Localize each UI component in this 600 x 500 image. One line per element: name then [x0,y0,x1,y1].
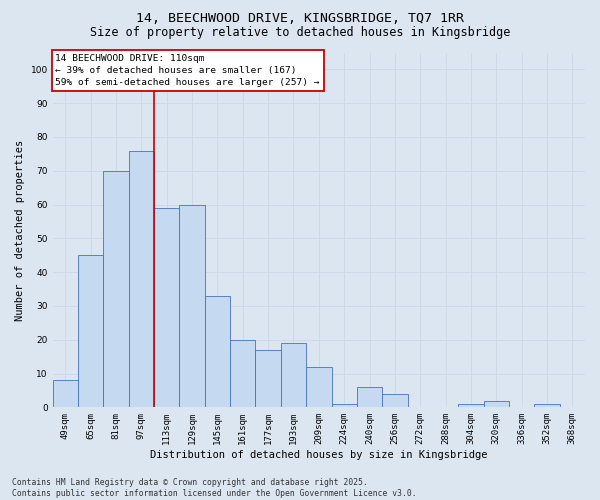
Bar [179,204,205,408]
Bar [332,404,357,407]
Bar [230,340,256,407]
Bar [129,150,154,408]
Text: Size of property relative to detached houses in Kingsbridge: Size of property relative to detached ho… [90,26,510,39]
Bar [78,256,103,408]
Bar [484,400,509,407]
Bar [256,350,281,408]
Bar [205,296,230,408]
Bar [53,380,78,407]
Y-axis label: Number of detached properties: Number of detached properties [15,140,25,320]
Bar [306,367,332,408]
Text: Contains HM Land Registry data © Crown copyright and database right 2025.
Contai: Contains HM Land Registry data © Crown c… [12,478,416,498]
Bar [458,404,484,407]
Bar [382,394,407,407]
Bar [103,171,129,408]
Bar [535,404,560,407]
X-axis label: Distribution of detached houses by size in Kingsbridge: Distribution of detached houses by size … [150,450,488,460]
Bar [281,343,306,407]
Bar [154,208,179,408]
Bar [357,387,382,407]
Text: 14, BEECHWOOD DRIVE, KINGSBRIDGE, TQ7 1RR: 14, BEECHWOOD DRIVE, KINGSBRIDGE, TQ7 1R… [136,12,464,26]
Text: 14 BEECHWOOD DRIVE: 110sqm
← 39% of detached houses are smaller (167)
59% of sem: 14 BEECHWOOD DRIVE: 110sqm ← 39% of deta… [55,54,320,87]
